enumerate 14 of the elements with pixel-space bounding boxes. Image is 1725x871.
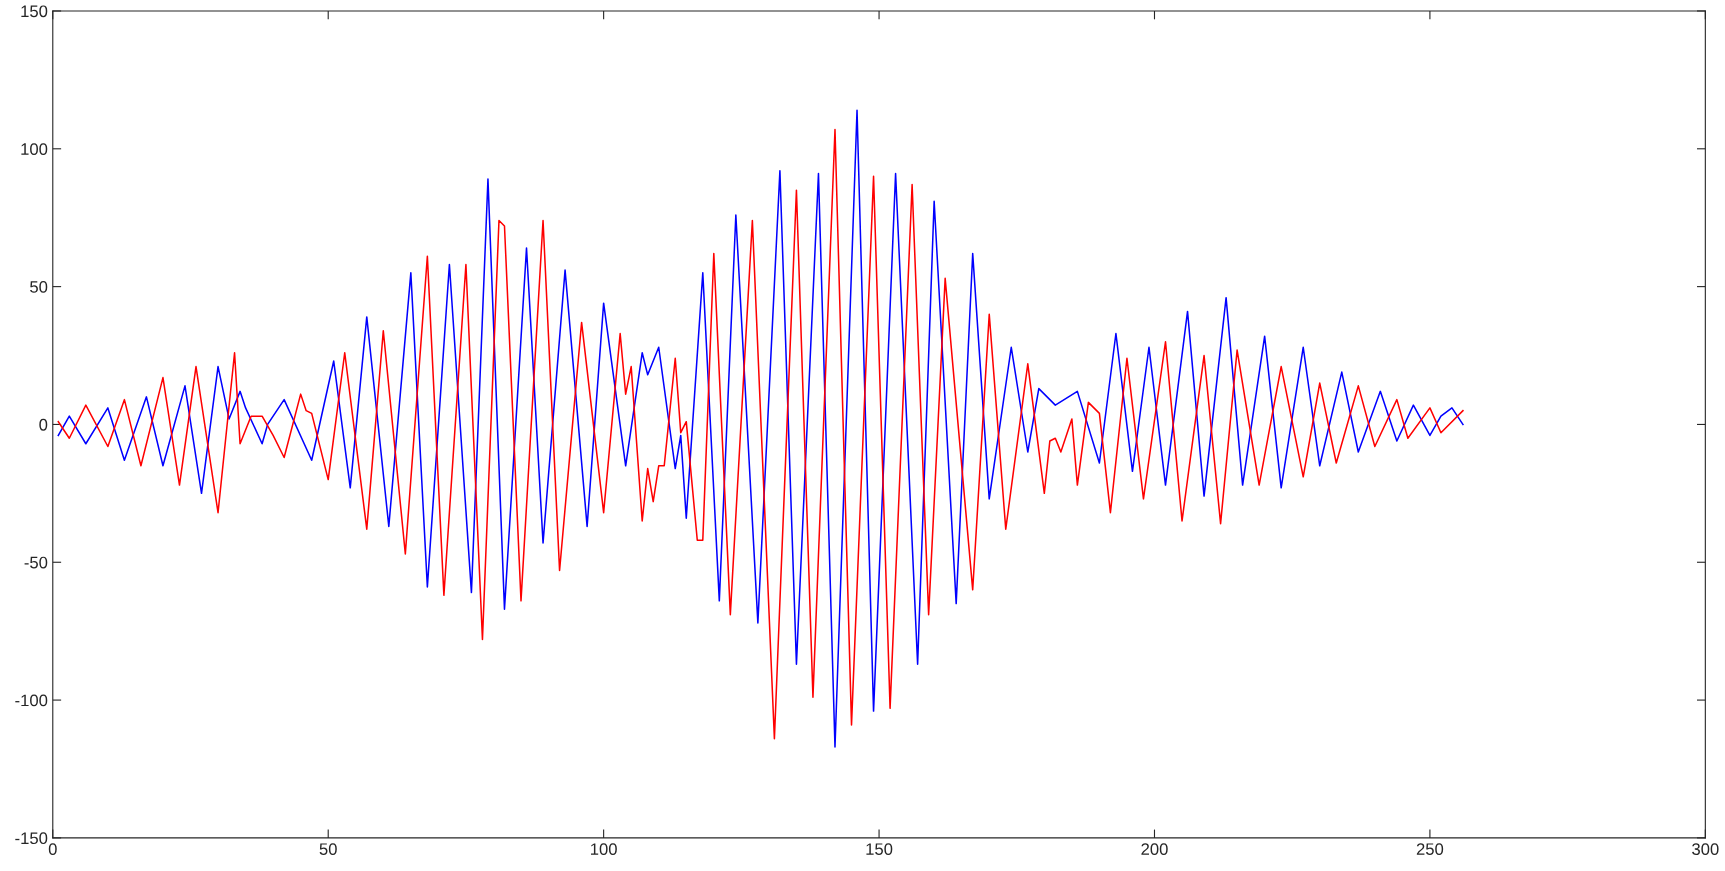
y-tick-label: 150 bbox=[21, 5, 48, 18]
x-tick-label: 250 bbox=[1416, 843, 1444, 856]
y-tick-label: -150 bbox=[15, 832, 48, 845]
y-tick-label: -100 bbox=[15, 694, 48, 707]
y-tick-label: 100 bbox=[21, 143, 48, 155]
x-tick-label: 200 bbox=[1141, 843, 1168, 856]
x-tick-label: 100 bbox=[591, 843, 617, 856]
x-tick-label: 0 bbox=[48, 843, 57, 856]
y-tick-label: 0 bbox=[39, 418, 48, 431]
x-tick-label: 50 bbox=[319, 843, 337, 856]
x-tick-label: 150 bbox=[866, 843, 893, 856]
y-tick-label: 50 bbox=[30, 281, 48, 293]
x-tick-label: 300 bbox=[1692, 843, 1719, 856]
y-tick-label: -50 bbox=[24, 556, 48, 569]
